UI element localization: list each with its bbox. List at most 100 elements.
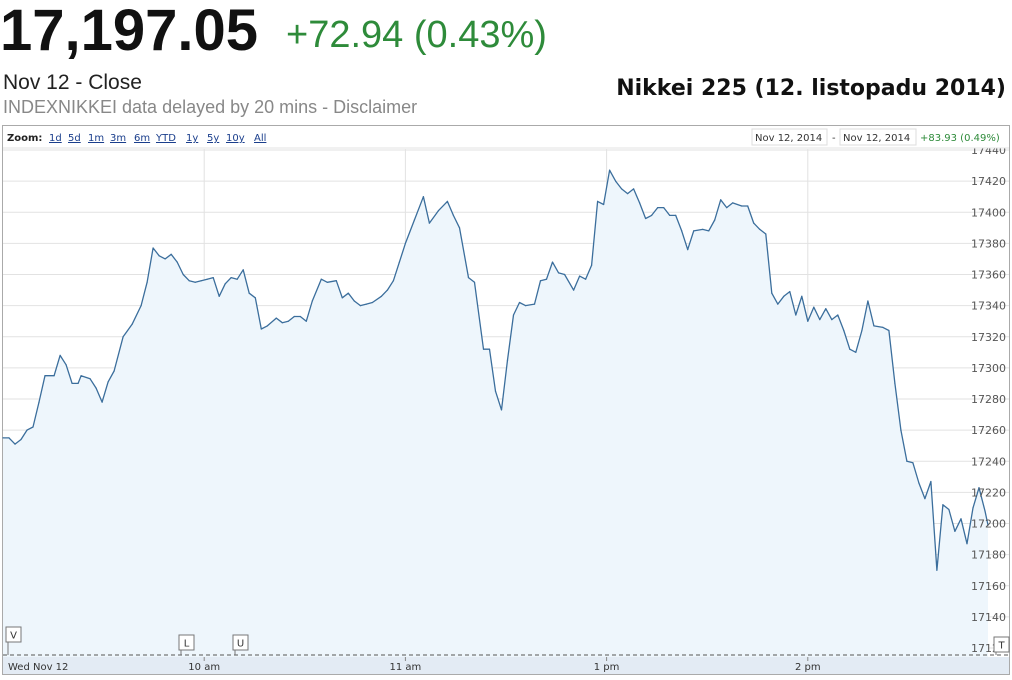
data-point xyxy=(347,292,349,294)
data-point xyxy=(573,289,575,291)
data-point xyxy=(539,280,542,282)
range-to: Nov 12, 2014 xyxy=(843,133,910,144)
zoom-option-5y[interactable]: 5y xyxy=(207,133,219,144)
zoom-option-1d[interactable]: 1d xyxy=(49,133,62,144)
zoom-options: 1d 5d 1m 3m 6m YTD 1y 5y 10y All xyxy=(49,133,266,144)
data-point xyxy=(942,504,944,506)
data-point xyxy=(936,569,938,571)
data-point xyxy=(633,188,635,190)
zoom-option-10y[interactable]: 10y xyxy=(226,133,245,144)
data-point xyxy=(651,214,653,216)
data-point xyxy=(825,308,827,310)
data-point xyxy=(807,320,809,322)
zoom-option-1m[interactable]: 1m xyxy=(88,133,104,144)
data-point xyxy=(603,203,605,206)
data-point xyxy=(32,426,34,428)
marker-flag-U[interactable] xyxy=(232,634,249,651)
chart-overlay-title: Nikkei 225 (12. listopadu 2014) xyxy=(616,76,1006,101)
data-point xyxy=(380,295,382,297)
data-point xyxy=(813,306,815,308)
y-tick-label: 17200 xyxy=(971,518,1006,531)
data-point xyxy=(8,437,10,439)
data-point xyxy=(260,328,262,330)
navigator-strip[interactable] xyxy=(3,657,1009,674)
data-point xyxy=(299,315,301,318)
data-point xyxy=(789,291,791,293)
y-tick-label: 17280 xyxy=(971,393,1006,406)
data-point xyxy=(164,258,166,260)
data-point xyxy=(101,401,103,403)
data-point xyxy=(645,217,647,220)
x-axis: Wed Nov 12 10 am 11 am 1 pm 2 pm xyxy=(3,654,1009,674)
range-to-box[interactable] xyxy=(839,128,917,146)
data-point xyxy=(720,199,722,201)
data-point xyxy=(551,261,554,263)
data-point xyxy=(95,387,97,389)
data-point xyxy=(609,169,611,171)
data-point xyxy=(741,205,743,207)
data-point xyxy=(972,507,974,509)
data-point xyxy=(422,196,424,198)
range-from: Nov 12, 2014 xyxy=(755,133,822,144)
data-point xyxy=(591,264,593,266)
marker-flag-L[interactable] xyxy=(178,634,195,651)
data-point xyxy=(386,289,388,291)
data-point xyxy=(311,300,313,302)
data-point xyxy=(873,325,875,327)
data-point xyxy=(14,443,16,445)
data-point xyxy=(113,370,115,372)
marker-label: V xyxy=(10,631,17,642)
data-point xyxy=(341,297,343,299)
data-point xyxy=(621,188,623,190)
marker-flag-T[interactable] xyxy=(993,636,1010,653)
data-point xyxy=(930,480,932,483)
y-tick-label: 17140 xyxy=(971,611,1006,624)
zoom-option-6m[interactable]: 6m xyxy=(134,133,150,144)
range-from-box[interactable] xyxy=(751,128,828,146)
data-point xyxy=(978,487,980,489)
price-line[interactable] xyxy=(3,169,989,571)
data-point xyxy=(458,227,461,229)
data-point xyxy=(71,382,73,384)
x-tick-label: 1 pm xyxy=(594,662,620,673)
data-point xyxy=(747,205,749,207)
data-point xyxy=(482,348,485,350)
data-point xyxy=(236,278,238,280)
data-point xyxy=(759,228,761,230)
x-tick-label: 10 am xyxy=(188,662,220,673)
y-tick-label: 17340 xyxy=(971,300,1006,313)
marker-label: U xyxy=(237,639,244,650)
zoom-option-5d[interactable]: 5d xyxy=(68,133,81,144)
data-point xyxy=(708,230,710,232)
data-point xyxy=(753,222,755,224)
data-point xyxy=(987,524,989,526)
delay-disclaimer-text[interactable]: INDEXNIKKEI data delayed by 20 mins - Di… xyxy=(3,97,418,117)
data-point xyxy=(558,272,560,274)
data-point xyxy=(266,325,268,327)
zoom-option-YTD[interactable]: YTD xyxy=(155,133,176,144)
y-tick-label: 17400 xyxy=(971,206,1006,219)
zoom-option-All[interactable]: All xyxy=(254,133,266,144)
data-point xyxy=(176,261,178,263)
marker-flag-V[interactable] xyxy=(5,626,22,643)
data-point xyxy=(918,482,920,484)
data-point xyxy=(627,193,629,195)
data-point xyxy=(597,200,599,202)
data-point xyxy=(446,200,448,202)
data-point xyxy=(948,508,950,511)
x-tick-label: Wed Nov 12 xyxy=(8,662,68,673)
x-tick-label: 11 am xyxy=(390,662,422,673)
data-point xyxy=(371,301,373,304)
zoom-option-1y[interactable]: 1y xyxy=(186,133,198,144)
zoom-option-3m[interactable]: 3m xyxy=(110,133,126,144)
data-point xyxy=(912,462,914,464)
zoom-toolbar: Zoom: 1d 5d 1m 3m 6m YTD 1y 5y 10y All Nov 12, 20… xyxy=(3,126,1009,149)
data-point xyxy=(732,202,734,204)
data-point xyxy=(398,261,400,263)
data-point xyxy=(293,315,295,318)
data-point xyxy=(966,543,968,545)
data-point xyxy=(488,348,491,350)
data-point xyxy=(687,249,689,251)
data-point xyxy=(170,253,172,255)
data-point xyxy=(473,281,476,283)
